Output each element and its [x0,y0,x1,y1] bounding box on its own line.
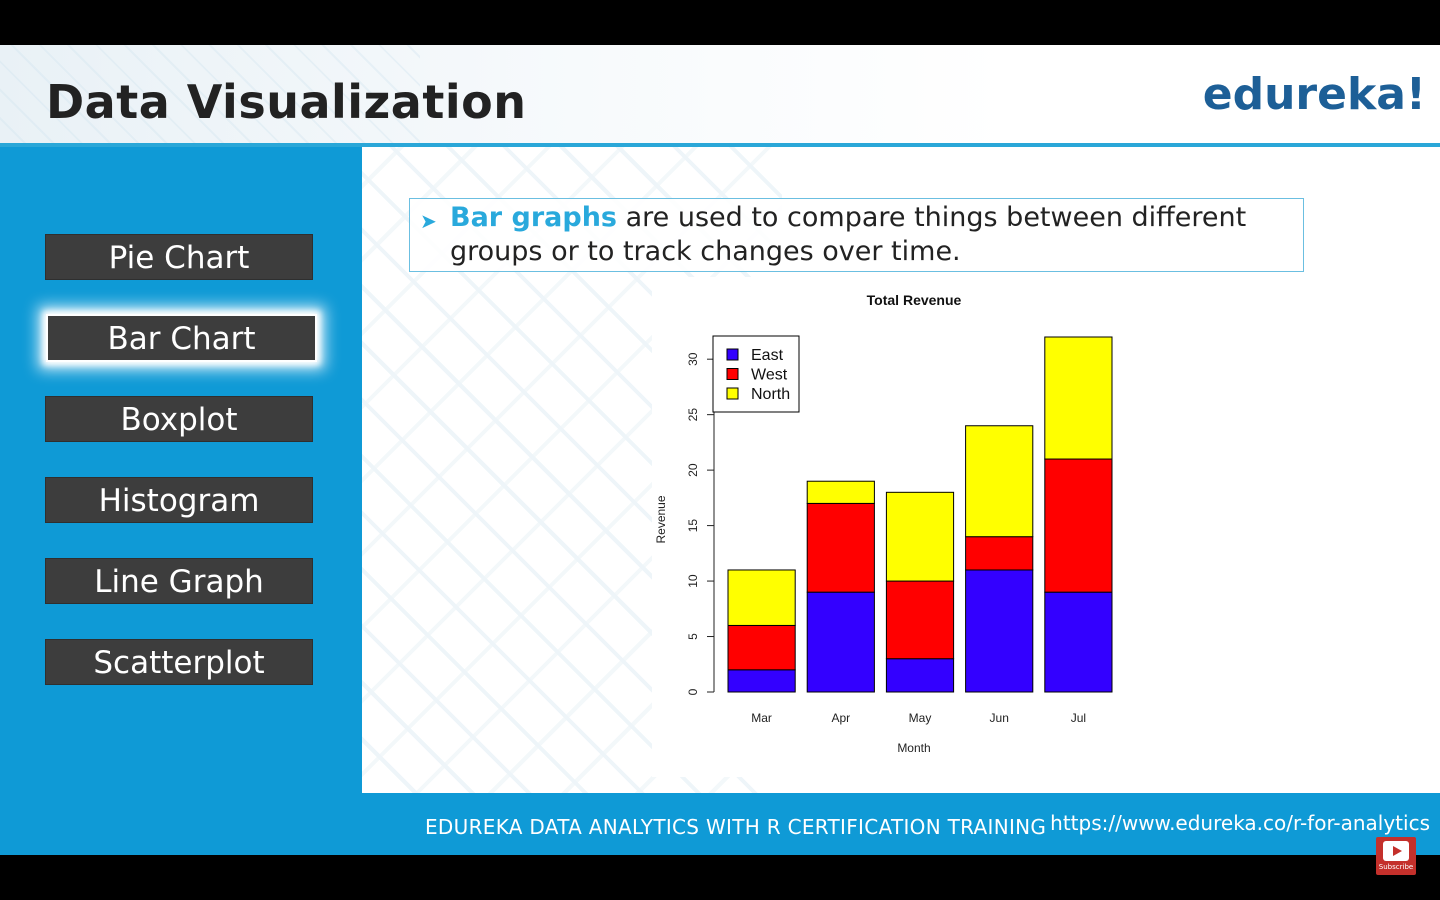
y-tick-label: 15 [686,519,700,533]
sidebar-item-line-graph[interactable]: Line Graph [45,558,313,604]
bar-segment-west [1044,458,1113,593]
sidebar-item-bar-chart[interactable]: Bar Chart [46,314,317,362]
slide-header: Data Visualization edureka! [0,45,1440,145]
bar-segment-east [727,669,796,693]
legend-swatch-north [726,387,739,400]
header-decoration [0,45,420,145]
legend-label-west: West [751,367,788,384]
callout-highlight: Bar graphs [450,202,617,233]
legend-label-east: East [751,347,784,364]
bar-segment-east [965,569,1034,693]
bar-segment-east [1044,591,1113,693]
sidebar-item-histogram[interactable]: Histogram [45,477,313,523]
sidebar-item-boxplot[interactable]: Boxplot [45,396,313,442]
subscribe-label: Subscribe [1378,863,1414,871]
legend-swatch-east [726,348,739,361]
slide: Data Visualization edureka! Pie Chart Ba… [0,45,1440,855]
y-tick-label: 10 [686,574,700,588]
bar-segment-north [727,569,796,626]
y-tick-label: 5 [686,633,700,640]
edureka-logo: edureka! [1202,69,1426,120]
page-title: Data Visualization [46,75,527,129]
x-tick-label: Mar [751,711,772,725]
chart-container: Total Revenue 0 5 10 15 20 25 30 Revenue Mar Apr Ma… [652,277,1142,777]
footer-url[interactable]: https://www.edureka.co/r-for-analytics [1050,811,1430,835]
slide-footer: EDUREKA DATA ANALYTICS WITH R CERTIFICAT… [0,793,1440,855]
subscribe-button[interactable]: Subscribe [1376,837,1416,875]
bar-chart: Total Revenue 0 5 10 15 20 25 30 Revenue Mar Apr Ma… [654,292,1113,755]
x-tick-label: Jul [1071,711,1086,725]
chart-title: Total Revenue [867,292,962,308]
y-tick-label: 0 [686,688,700,695]
bar-segment-north [965,425,1034,538]
x-tick-label: Jun [990,711,1009,725]
header-divider [0,143,1440,147]
bar-segment-west [727,624,796,671]
sidebar-item-pie-chart[interactable]: Pie Chart [45,234,313,280]
sidebar: Pie Chart Bar Chart Boxplot Histogram Li… [0,147,362,793]
bar-segment-west [965,536,1034,571]
callout-text: Bar graphs are used to compare things be… [450,201,1290,269]
footer-title: EDUREKA DATA ANALYTICS WITH R CERTIFICAT… [425,815,1047,839]
bar-segment-north [1044,336,1113,460]
bar-segment-east [806,591,875,693]
arrow-bullet-icon: ➤ [420,209,437,233]
bar-segment-west [806,502,875,593]
bar-segment-west [885,580,955,660]
legend-swatch-west [726,368,739,380]
y-axis-label: Revenue [654,495,668,543]
sidebar-item-scatterplot[interactable]: Scatterplot [45,639,313,685]
x-tick-label: Apr [831,711,850,725]
x-tick-label: May [909,711,932,725]
x-axis-label: Month [897,741,930,755]
bar-segment-north [885,491,955,582]
y-tick-label: 20 [686,463,700,477]
y-tick-label: 25 [686,408,700,422]
callout-box: ➤ Bar graphs are used to compare things … [409,198,1304,272]
callout-body: are used to compare things between diffe… [450,202,1247,267]
bar-segment-north [806,480,875,504]
y-tick-label: 30 [686,352,700,366]
bar-segment-east [885,658,955,693]
play-icon [1393,846,1402,856]
legend-label-north: North [751,386,790,403]
main-content: ➤ Bar graphs are used to compare things … [362,147,1440,793]
